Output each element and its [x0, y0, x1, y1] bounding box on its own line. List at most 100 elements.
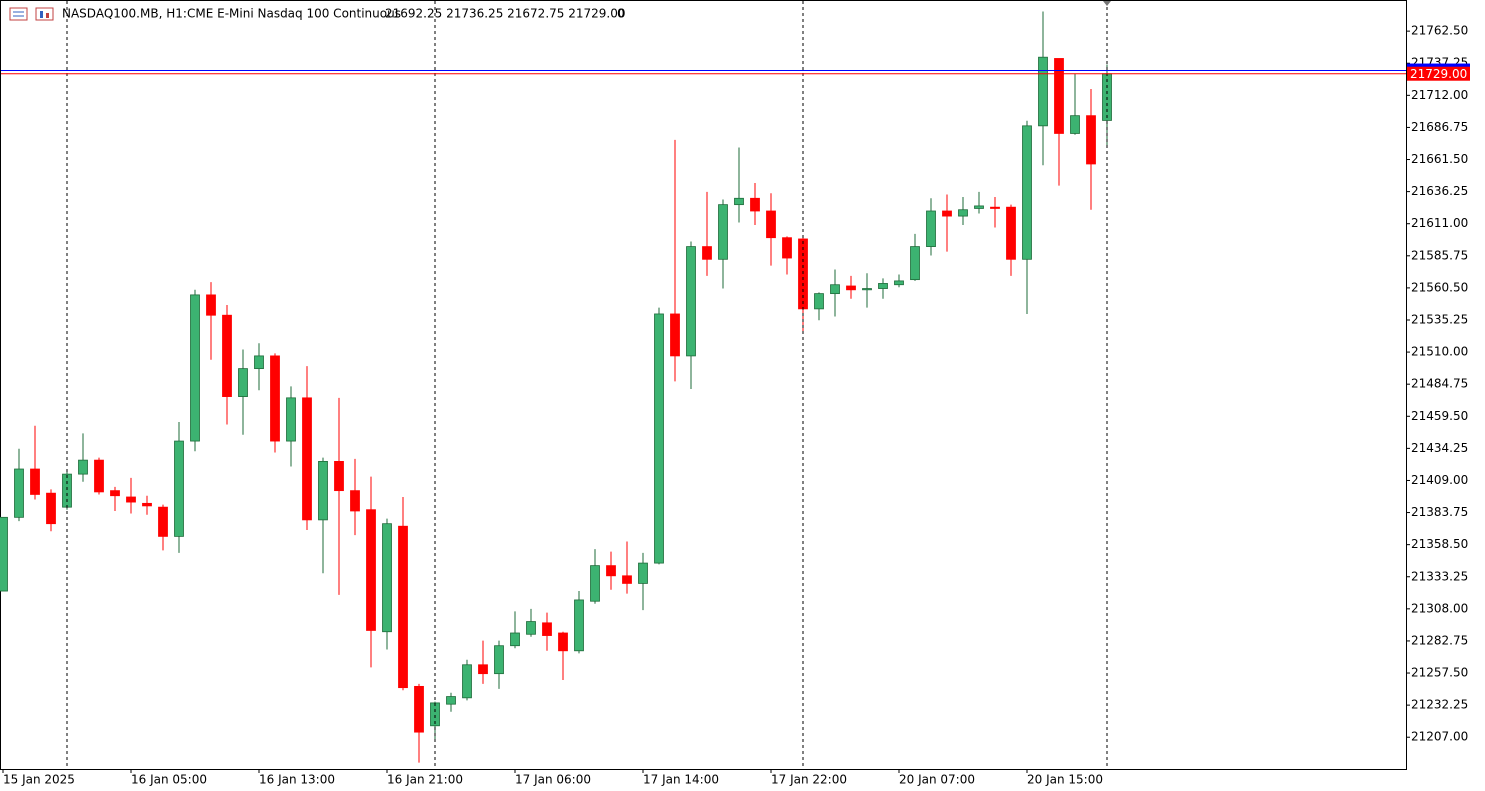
- candle-body: [94, 459, 104, 493]
- y-tick-label: 21333.25: [1411, 569, 1468, 583]
- x-tick-label: 17 Jan 22:00: [771, 773, 847, 787]
- candle-body: [158, 506, 168, 537]
- candle-body: [414, 685, 424, 733]
- marks: [0, 11, 1112, 763]
- description: CME E-Mini Nasdaq 100 Continuous: [187, 7, 401, 21]
- candle-body: [142, 502, 152, 507]
- candle-body: [686, 246, 696, 357]
- x-tick-label: 20 Jan 15:00: [1027, 773, 1103, 787]
- y-tick-label: 21282.75: [1411, 633, 1468, 647]
- y-tick-label: 21459.50: [1411, 409, 1468, 423]
- candle-body: [830, 284, 840, 295]
- candle-body: [750, 197, 760, 212]
- candle-body: [462, 664, 472, 699]
- candle-body: [62, 473, 72, 508]
- candle-body: [606, 565, 616, 577]
- candle-body: [334, 460, 344, 492]
- candle-body: [1054, 58, 1064, 134]
- y-tick-label: 21257.50: [1411, 666, 1468, 680]
- candle-body: [638, 562, 648, 584]
- y-tick-label: 21585.75: [1411, 248, 1468, 262]
- candle-body: [558, 632, 568, 652]
- candle-body: [510, 632, 520, 647]
- y-tick-label: 21661.50: [1411, 152, 1468, 166]
- candle-body: [910, 246, 920, 281]
- y-tick-label: 21686.75: [1411, 120, 1468, 134]
- y-tick-label: 21358.50: [1411, 537, 1468, 551]
- candle-body: [1022, 125, 1032, 260]
- x-tick-label: 16 Jan 05:00: [131, 773, 207, 787]
- icon-chart[interactable]: [35, 7, 54, 21]
- y-tick-label: 21484.75: [1411, 377, 1468, 391]
- candle-body: [126, 496, 136, 503]
- candle-body: [174, 440, 184, 537]
- icon-list[interactable]: [9, 7, 28, 21]
- price-label-box: [1407, 66, 1470, 81]
- candle-body: [814, 293, 824, 310]
- candle-body: [318, 460, 328, 521]
- x-tick-label: 16 Jan 21:00: [387, 773, 463, 787]
- y-tick-label: 21434.25: [1411, 441, 1468, 455]
- x-tick-label: 16 Jan 13:00: [259, 773, 335, 787]
- candle-body: [942, 210, 952, 217]
- y-tick-label: 21636.25: [1411, 184, 1468, 198]
- candle-body: [766, 210, 776, 239]
- x-tick-label: 17 Jan 14:00: [643, 773, 719, 787]
- candle-body: [862, 288, 872, 291]
- candle-body: [974, 205, 984, 209]
- candle-body: [1006, 206, 1016, 260]
- candle-body: [238, 368, 248, 397]
- candle-body: [382, 523, 392, 633]
- candle-body: [430, 702, 440, 727]
- candle-body: [878, 283, 888, 289]
- candle-body: [702, 246, 712, 260]
- y-tick-label: 21383.75: [1411, 505, 1468, 519]
- candle-body: [958, 209, 968, 217]
- candle-body: [254, 355, 264, 370]
- candle-body: [446, 696, 456, 705]
- header-icons: [9, 7, 54, 21]
- y-tick-label: 21560.50: [1411, 280, 1468, 294]
- candle-body: [302, 397, 312, 521]
- candle-body: [926, 210, 936, 247]
- price-label: 21729.00: [1410, 67, 1467, 81]
- y-tick-label: 21611.00: [1411, 216, 1468, 230]
- ohlc: 21692.25 21736.25 21672.75 21729.00: [385, 7, 625, 21]
- y-tick-label: 21535.25: [1411, 312, 1468, 326]
- candle-body: [222, 314, 232, 397]
- candle-body: [1038, 56, 1048, 127]
- candle-body: [782, 237, 792, 259]
- candle-body: [590, 565, 600, 602]
- x-tick-label: 15 Jan 2025: [3, 773, 75, 787]
- candle-body: [1070, 115, 1080, 134]
- candle-body: [350, 490, 360, 512]
- symbol: NASDAQ100.MB, H1:: [62, 7, 187, 21]
- candle-body: [670, 313, 680, 357]
- y-tick-label: 21510.00: [1411, 345, 1468, 359]
- candle-body: [0, 516, 8, 592]
- x-tick-label: 17 Jan 06:00: [515, 773, 591, 787]
- y-tick-label: 21207.00: [1411, 730, 1468, 744]
- candle-body: [206, 294, 216, 316]
- plot-frame: [0, 0, 1407, 770]
- candle-body: [718, 204, 728, 260]
- candle-body: [398, 525, 408, 689]
- candle-body: [734, 197, 744, 206]
- candle-body: [30, 468, 40, 495]
- current-bar-marker: [1103, 1, 1111, 6]
- candle-body: [574, 599, 584, 652]
- candle-body: [270, 355, 280, 442]
- candle-body: [366, 509, 376, 631]
- candle-body: [190, 294, 200, 442]
- candle-body: [990, 206, 1000, 209]
- candle-body: [478, 664, 488, 675]
- volume: 0: [617, 7, 625, 21]
- candle-body: [622, 575, 632, 584]
- y-tick-label: 21308.00: [1411, 601, 1468, 615]
- candle-body: [494, 645, 504, 675]
- candle-body: [542, 622, 552, 636]
- y-tick-label: 21712.00: [1411, 88, 1468, 102]
- candle-body: [14, 468, 24, 518]
